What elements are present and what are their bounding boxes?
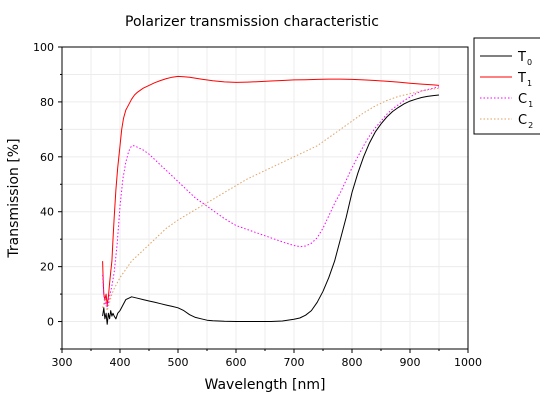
legend-subscript: 2 <box>528 121 533 130</box>
series-line-c1 <box>102 86 440 309</box>
x-tick-label: 700 <box>284 356 305 369</box>
series-line-t1 <box>102 75 440 306</box>
x-tick-label: 300 <box>52 356 73 369</box>
y-tick-label: 20 <box>40 261 54 274</box>
legend-subscript: 0 <box>527 58 532 67</box>
x-tick-label: 600 <box>226 356 247 369</box>
y-tick-label: 60 <box>40 151 54 164</box>
x-axis-title: Wavelength [nm] <box>205 377 326 393</box>
x-tick-labels: 300 400 500 600 700 800 900 1000 <box>52 356 483 369</box>
x-tick-label: 500 <box>168 356 189 369</box>
y-tick-label: 80 <box>40 96 54 109</box>
legend-subscript: 1 <box>527 79 532 88</box>
grid <box>62 47 468 350</box>
legend-subscript: 1 <box>528 100 533 109</box>
y-tick-label: 100 <box>33 41 54 54</box>
series-line-t0 <box>102 94 440 325</box>
series-line-c2 <box>102 87 440 312</box>
x-tick-label: 1000 <box>454 356 482 369</box>
x-tick-label: 400 <box>110 356 131 369</box>
y-tick-label: 0 <box>47 316 54 329</box>
x-tick-label: 900 <box>400 356 421 369</box>
chart-title: Polarizer transmission characteristic <box>125 14 379 30</box>
axis-ticks <box>58 46 469 353</box>
y-tick-label: 40 <box>40 206 54 219</box>
x-tick-label: 800 <box>342 356 363 369</box>
legend-box <box>473 37 540 135</box>
y-tick-labels: 0 20 40 60 80 100 <box>33 41 54 329</box>
series-lines <box>102 75 440 325</box>
y-axis-title: Transmission [%] <box>6 138 22 258</box>
